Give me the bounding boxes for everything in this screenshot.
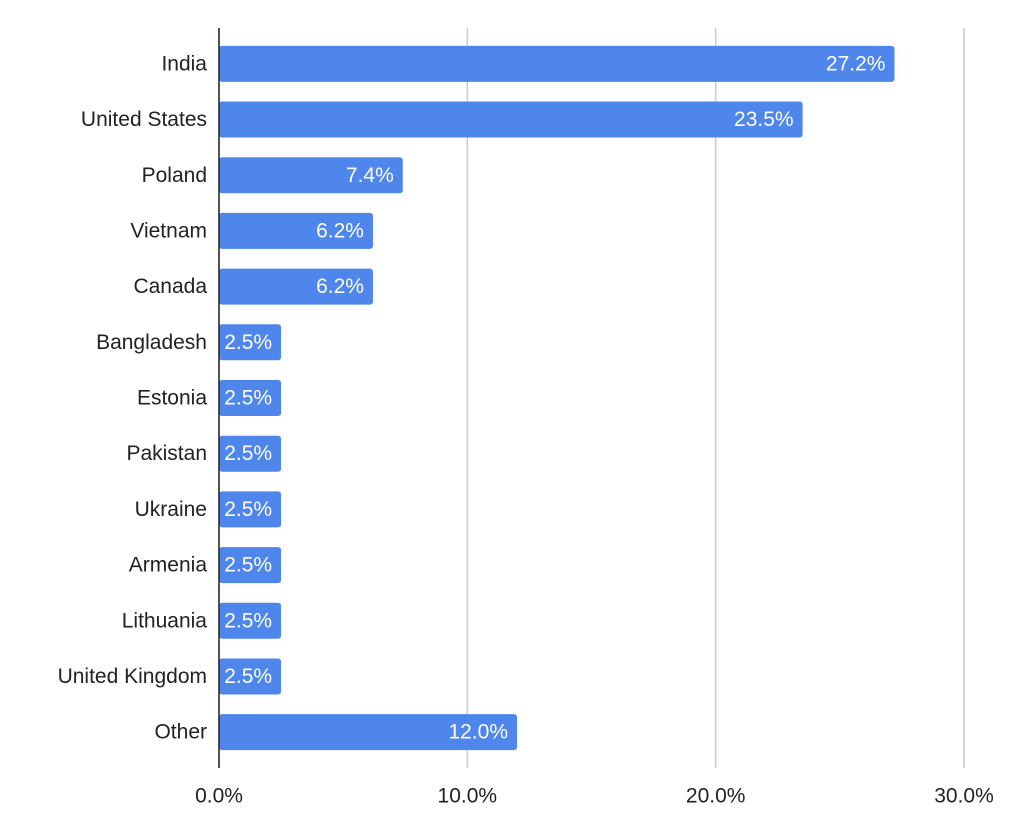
- bar: [219, 101, 803, 138]
- value-label: 23.5%: [734, 108, 794, 131]
- value-label: 7.4%: [346, 164, 394, 187]
- x-tick-label: 0.0%: [195, 785, 243, 808]
- value-label: 2.5%: [224, 554, 272, 577]
- bar: [219, 658, 282, 695]
- y-tick-label: Pakistan: [126, 442, 207, 465]
- y-tick-label: Armenia: [129, 554, 208, 577]
- bar: [219, 547, 282, 584]
- bar: [219, 714, 517, 751]
- y-tick-label: Vietnam: [130, 219, 207, 242]
- y-tick-label: Poland: [142, 164, 207, 187]
- bar: [219, 602, 282, 639]
- y-tick-label: Canada: [133, 275, 207, 298]
- value-label: 2.5%: [224, 609, 272, 632]
- x-tick-label: 30.0%: [934, 785, 994, 808]
- value-label: 2.5%: [224, 331, 272, 354]
- x-tick-label: 10.0%: [438, 785, 498, 808]
- x-tick-label: 20.0%: [686, 785, 746, 808]
- bar: [219, 380, 282, 416]
- bar: [219, 324, 282, 361]
- y-tick-label: Other: [154, 721, 207, 744]
- value-label: 6.2%: [316, 219, 364, 242]
- y-tick-label: United Kingdom: [58, 665, 207, 688]
- value-label: 2.5%: [224, 665, 272, 688]
- value-label: 2.5%: [224, 442, 272, 465]
- y-tick-label: United States: [81, 108, 207, 131]
- y-tick-label: Bangladesh: [96, 331, 207, 354]
- bar: [219, 268, 373, 305]
- bar: [219, 435, 282, 472]
- y-tick-label: Ukraine: [135, 498, 207, 521]
- value-label: 12.0%: [448, 721, 508, 744]
- bar: [219, 157, 403, 194]
- value-label: 6.2%: [316, 275, 364, 298]
- value-label: 2.5%: [224, 387, 272, 410]
- bar: [219, 45, 895, 82]
- y-tick-label: Estonia: [137, 387, 207, 410]
- bar: [219, 491, 282, 528]
- y-tick-label: India: [161, 52, 207, 75]
- value-label: 2.5%: [224, 498, 272, 521]
- value-label: 27.2%: [826, 52, 886, 75]
- bar: [219, 212, 373, 249]
- y-tick-label: Lithuania: [122, 609, 208, 632]
